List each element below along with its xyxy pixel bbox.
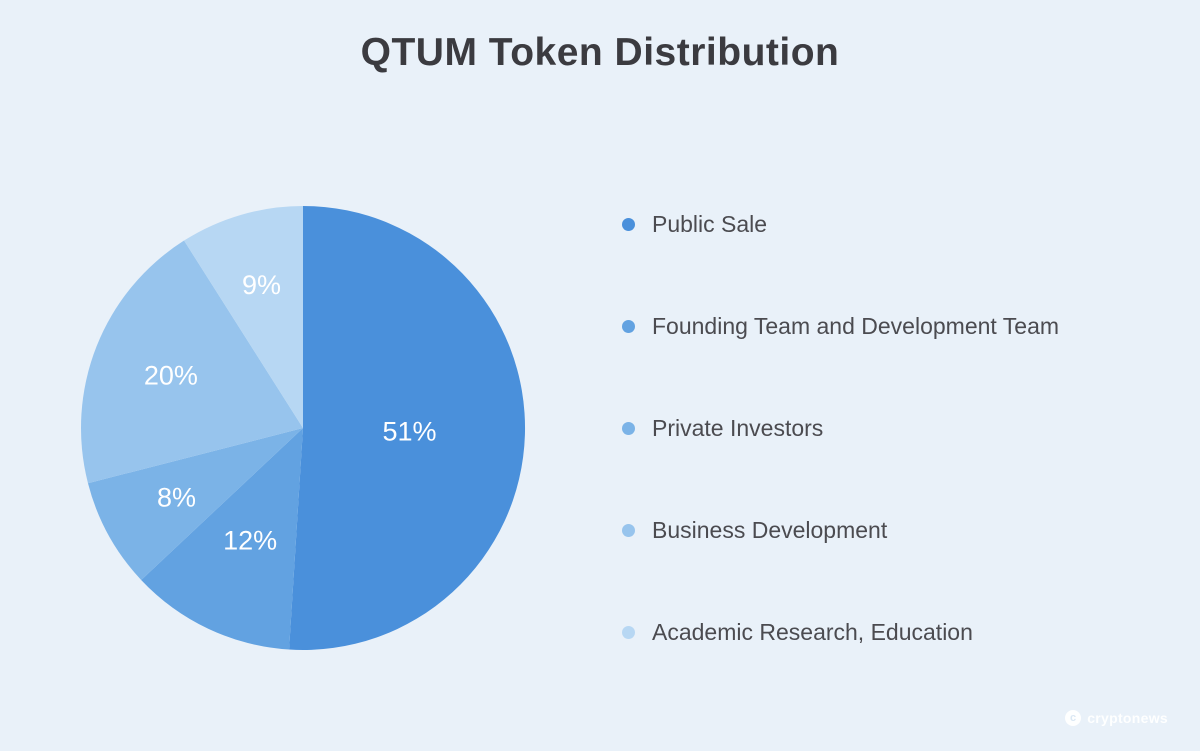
pie-chart-svg: 51% 12% 8% 20% 9%	[80, 206, 526, 650]
legend-label: Public Sale	[652, 210, 768, 237]
legend: Public Sale Founding Team and Development…	[622, 173, 1059, 683]
legend-item: Business Development	[622, 479, 1059, 581]
legend-dot-icon	[622, 319, 635, 333]
legend-item: Academic Research, Education	[622, 581, 1059, 683]
pie-slice-label: 51%	[382, 416, 436, 446]
pie-slice-label: 20%	[144, 361, 198, 391]
pie-chart: 51% 12% 8% 20% 9%	[80, 205, 526, 651]
legend-dot-icon	[622, 217, 635, 231]
chart-title: QTUM Token Distribution	[360, 31, 840, 74]
legend-label: Private Investors	[652, 414, 824, 441]
pie-slice-4	[184, 206, 303, 428]
pie-slice-3	[80, 240, 303, 484]
legend-label: Academic Research, Education	[652, 618, 973, 645]
legend-item: Founding Team and Development Team	[622, 275, 1059, 377]
legend-dot-icon	[622, 625, 635, 639]
legend-label: Business Development	[652, 516, 888, 543]
pie-slice-label: 9%	[242, 270, 281, 300]
legend-item: Private Investors	[622, 377, 1059, 479]
pie-slice-label: 12%	[223, 526, 277, 556]
pie-slice-2	[87, 428, 303, 580]
watermark: c cryptonews	[1065, 710, 1168, 726]
cryptonews-logo-icon: c	[1065, 710, 1082, 726]
pie-slice-label: 8%	[157, 483, 196, 513]
legend-item: Public Sale	[622, 173, 1059, 275]
legend-dot-icon	[622, 523, 635, 537]
watermark-text: cryptonews	[1087, 710, 1168, 726]
pie-slice-0	[289, 206, 526, 650]
legend-dot-icon	[622, 421, 635, 435]
pie-slice-1	[141, 428, 303, 650]
legend-label: Founding Team and Development Team	[652, 312, 1060, 339]
